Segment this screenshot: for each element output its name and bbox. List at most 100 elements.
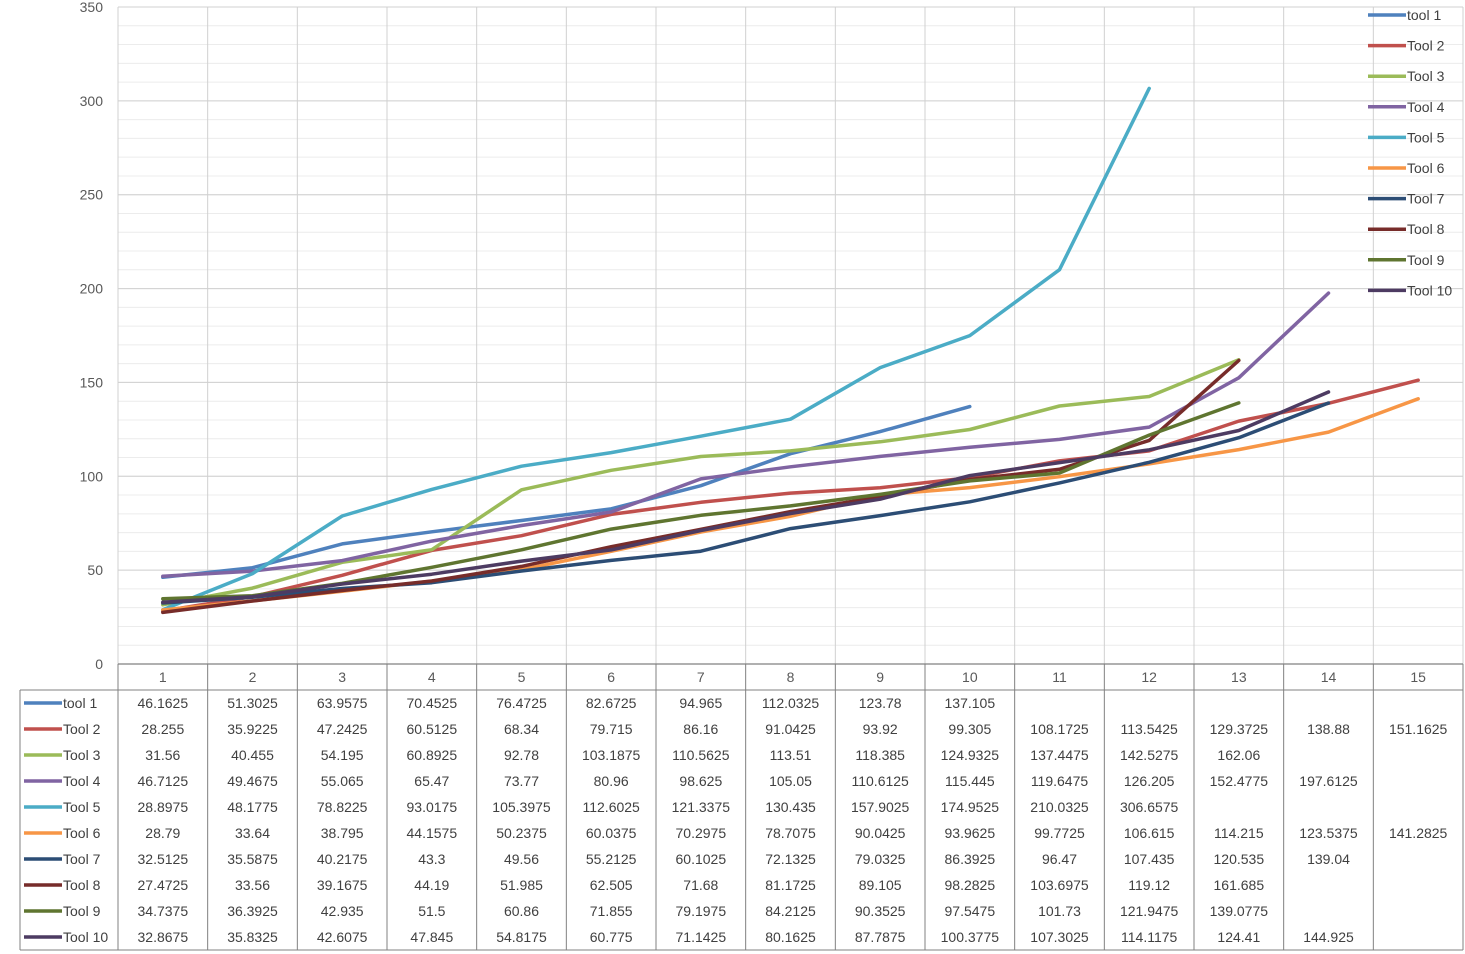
data-label: 28.255: [141, 721, 184, 737]
data-label: 100.3775: [941, 929, 1000, 945]
table-series-label: Tool 6: [63, 825, 101, 841]
legend-label: Tool 2: [1407, 38, 1445, 54]
data-label: 68.34: [504, 721, 539, 737]
data-label: 44.1575: [407, 825, 458, 841]
data-label: 86.16: [683, 721, 718, 737]
data-label: 161.685: [1214, 877, 1265, 893]
series-line: [161, 404, 972, 580]
data-label: 86.3925: [945, 851, 996, 867]
data-label: 124.9325: [941, 747, 1000, 763]
data-label: 99.305: [948, 721, 991, 737]
data-label: 71.855: [590, 903, 633, 919]
data-label: 87.7875: [855, 929, 906, 945]
data-label: 107.435: [1124, 851, 1175, 867]
table-series-label: Tool 9: [63, 903, 101, 919]
data-label: 91.0425: [765, 721, 816, 737]
y-tick-label: 50: [87, 562, 103, 578]
data-label: 306.6575: [1120, 799, 1179, 815]
legend-label: Tool 10: [1407, 282, 1452, 298]
x-tick-label: 9: [876, 669, 884, 685]
x-tick-label: 7: [697, 669, 705, 685]
data-label: 42.935: [321, 903, 364, 919]
data-label: 98.625: [679, 773, 722, 789]
legend-label: Tool 6: [1407, 160, 1445, 176]
x-tick-label: 12: [1141, 669, 1157, 685]
data-label: 82.6725: [586, 695, 637, 711]
data-label: 40.455: [231, 747, 274, 763]
table-series-label: Tool 3: [63, 747, 101, 763]
gridlines: [117, 6, 1464, 665]
data-label: 40.2175: [317, 851, 368, 867]
data-label: 60.0375: [586, 825, 637, 841]
x-tick-label: 4: [428, 669, 436, 685]
data-label: 129.3725: [1210, 721, 1269, 737]
x-tick-label: 8: [787, 669, 795, 685]
data-label: 33.56: [235, 877, 270, 893]
data-label: 119.6475: [1031, 773, 1089, 789]
data-label: 90.0425: [855, 825, 906, 841]
data-label: 162.06: [1217, 747, 1260, 763]
x-tick-label: 11: [1052, 669, 1067, 685]
data-label: 81.1725: [765, 877, 816, 893]
data-label: 197.6125: [1299, 773, 1358, 789]
data-label: 32.5125: [138, 851, 189, 867]
data-label: 46.7125: [138, 773, 189, 789]
data-label: 43.3: [418, 851, 445, 867]
data-label: 73.77: [504, 773, 539, 789]
data-label: 80.1625: [765, 929, 816, 945]
data-label: 35.8325: [227, 929, 278, 945]
data-label: 90.3525: [855, 903, 906, 919]
data-label: 107.3025: [1030, 929, 1089, 945]
data-label: 60.86: [504, 903, 539, 919]
data-label: 157.9025: [851, 799, 910, 815]
data-label: 51.3025: [227, 695, 278, 711]
data-label: 174.9525: [941, 799, 1000, 815]
legend-label: Tool 7: [1407, 191, 1445, 207]
data-label: 35.5875: [227, 851, 278, 867]
data-label: 78.7075: [765, 825, 816, 841]
data-label: 114.215: [1214, 825, 1264, 841]
data-label: 96.47: [1042, 851, 1077, 867]
series-line: [161, 358, 1241, 607]
data-label: 49.56: [504, 851, 539, 867]
data-label: 79.715: [590, 721, 633, 737]
data-label: 70.4525: [407, 695, 458, 711]
data-label: 105.05: [769, 773, 812, 789]
data-label: 51.5: [418, 903, 445, 919]
data-label: 60.5125: [407, 721, 458, 737]
y-axis: 0 50 100 150 200 250 300 350: [80, 0, 1463, 672]
data-label: 79.1975: [676, 903, 727, 919]
data-label: 34.7375: [138, 903, 189, 919]
data-label: 28.79: [145, 825, 180, 841]
data-label: 115.445: [945, 773, 995, 789]
data-label: 70.2975: [676, 825, 727, 841]
data-label: 101.73: [1038, 903, 1081, 919]
data-label: 60.775: [590, 929, 633, 945]
data-label: 39.1675: [317, 877, 368, 893]
x-tick-label: 14: [1321, 669, 1337, 685]
data-label: 63.9575: [317, 695, 368, 711]
data-label: 49.4675: [227, 773, 278, 789]
series-line: [161, 390, 1331, 605]
data-label: 114.1175: [1121, 929, 1178, 945]
legend-label: tool 1: [1407, 7, 1441, 23]
data-label: 36.3925: [227, 903, 278, 919]
data-label: 35.9225: [227, 721, 278, 737]
data-label: 42.6075: [317, 929, 368, 945]
data-label: 76.4725: [496, 695, 547, 711]
y-tick-label: 250: [80, 187, 104, 203]
data-label: 113.51: [770, 747, 812, 763]
data-label: 51.985: [500, 877, 543, 893]
data-label: 71.68: [683, 877, 718, 893]
data-label: 33.64: [235, 825, 270, 841]
data-label: 110.6125: [851, 773, 909, 789]
x-tick-label: 3: [338, 669, 346, 685]
data-label: 48.1775: [227, 799, 278, 815]
data-label: 80.96: [594, 773, 629, 789]
series-lines: [161, 86, 1420, 615]
legend-label: Tool 9: [1407, 252, 1445, 268]
data-label: 31.56: [145, 747, 180, 763]
x-tick-label: 2: [249, 669, 257, 685]
series-line: [161, 86, 1151, 612]
